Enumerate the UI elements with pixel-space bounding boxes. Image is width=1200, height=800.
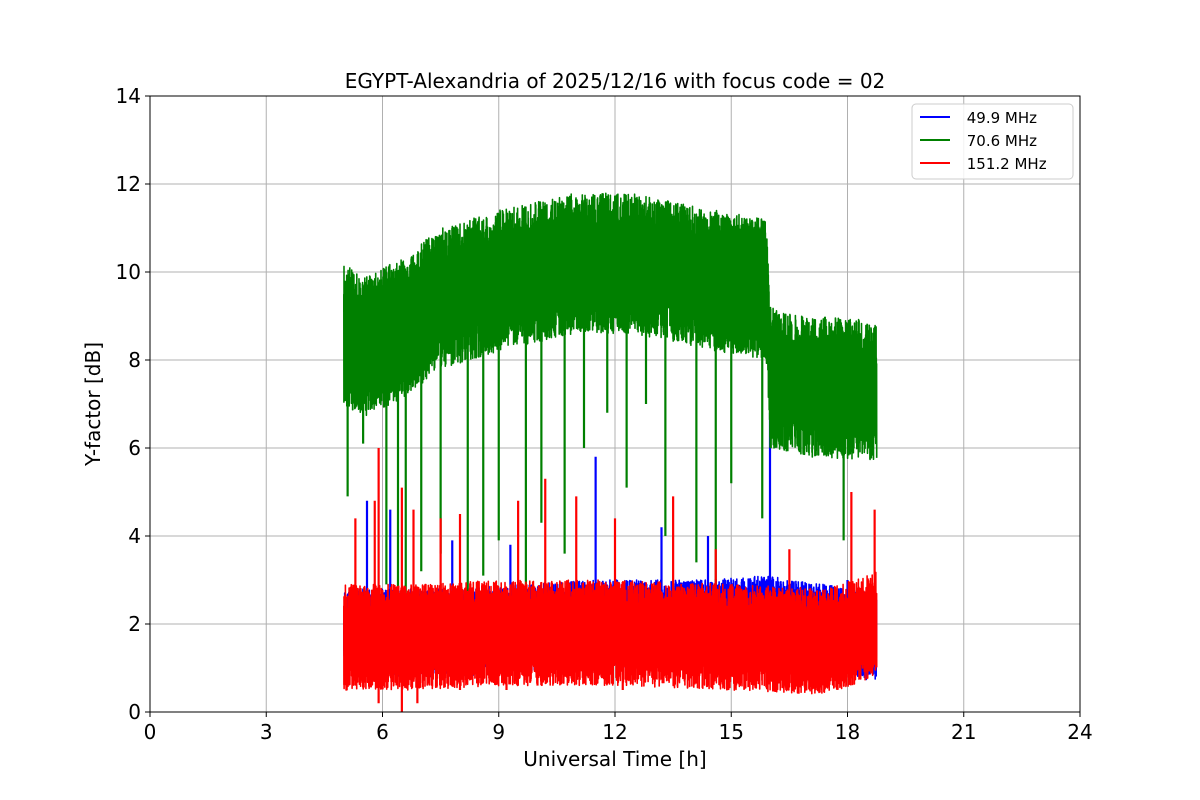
x-tick-label: 15 <box>719 720 744 744</box>
x-tick-label: 21 <box>951 720 976 744</box>
legend-box <box>911 103 1074 180</box>
y-tick-label: 8 <box>128 348 141 372</box>
chart-title: EGYPT-Alexandria of 2025/12/16 with focu… <box>345 69 886 93</box>
x-tick-label: 9 <box>492 720 505 744</box>
legend: 49.9 MHz 70.6 MHz 151.2 MHz <box>911 103 1074 180</box>
y-tick-label: 0 <box>128 700 141 724</box>
x-axis-label: Universal Time [h] <box>523 747 706 771</box>
x-tick-label: 12 <box>602 720 627 744</box>
x-tick-label: 18 <box>835 720 860 744</box>
x-tick-label: 6 <box>376 720 389 744</box>
series-line <box>343 192 878 461</box>
y-tick-label: 6 <box>128 436 141 460</box>
legend-label-49-9-mhz: 49.9 MHz <box>962 109 1037 127</box>
legend-label-151-2-mhz: 151.2 MHz <box>962 155 1047 173</box>
x-tick-label: 0 <box>144 720 157 744</box>
plot-series <box>343 192 878 712</box>
y-tick-label: 14 <box>116 84 141 108</box>
y-tick-label: 10 <box>116 260 141 284</box>
y-axis-label: Y-factor [dB] <box>81 342 105 467</box>
x-tick-label: 24 <box>1067 720 1092 744</box>
legend-label-70-6-mhz: 70.6 MHz <box>962 132 1037 150</box>
series-line <box>343 571 878 695</box>
y-tick-label: 12 <box>116 172 141 196</box>
y-tick-label: 4 <box>128 524 141 548</box>
y-tick-label: 2 <box>128 612 141 636</box>
x-tick-label: 3 <box>260 720 273 744</box>
